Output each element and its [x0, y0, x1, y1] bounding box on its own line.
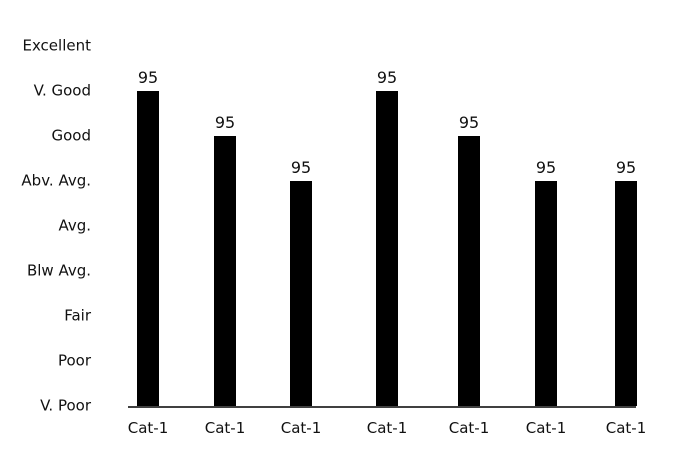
- bar-data-label: 95: [138, 68, 158, 87]
- y-tick-label: Poor: [58, 352, 92, 370]
- bars: [137, 91, 637, 406]
- bar-data-label: 95: [616, 158, 636, 177]
- bar-data-label: 95: [291, 158, 311, 177]
- bar: [615, 181, 637, 406]
- bar: [458, 136, 480, 406]
- x-axis-ticks: Cat-1 Cat-1 Cat-1 Cat-1 Cat-1 Cat-1 Cat-1: [128, 419, 647, 437]
- y-tick-label: Excellent: [22, 37, 91, 55]
- bar: [137, 91, 159, 406]
- y-tick-label: Blw Avg.: [27, 262, 91, 280]
- x-tick-label: Cat-1: [205, 419, 246, 437]
- data-labels: 95 95 95 95 95 95 95: [138, 68, 636, 177]
- x-tick-label: Cat-1: [128, 419, 169, 437]
- y-tick-label: Avg.: [58, 217, 91, 235]
- y-axis-ticks: V. Poor Poor Fair Blw Avg. Avg. Abv. Avg. Good…: [21, 37, 91, 415]
- bar: [214, 136, 236, 406]
- bar: [535, 181, 557, 406]
- y-tick-label: Fair: [64, 307, 92, 325]
- bar-data-label: 95: [536, 158, 556, 177]
- bar: [376, 91, 398, 406]
- y-tick-label: Abv. Avg.: [21, 172, 91, 190]
- bar-data-label: 95: [215, 113, 235, 132]
- y-tick-label: V. Poor: [40, 397, 92, 415]
- x-tick-label: Cat-1: [449, 419, 490, 437]
- y-tick-label: V. Good: [34, 82, 91, 100]
- bar: [290, 181, 312, 406]
- x-tick-label: Cat-1: [281, 419, 322, 437]
- x-tick-label: Cat-1: [367, 419, 408, 437]
- x-tick-label: Cat-1: [606, 419, 647, 437]
- y-tick-label: Good: [52, 127, 92, 145]
- bar-data-label: 95: [459, 113, 479, 132]
- x-tick-label: Cat-1: [526, 419, 567, 437]
- bar-data-label: 95: [377, 68, 397, 87]
